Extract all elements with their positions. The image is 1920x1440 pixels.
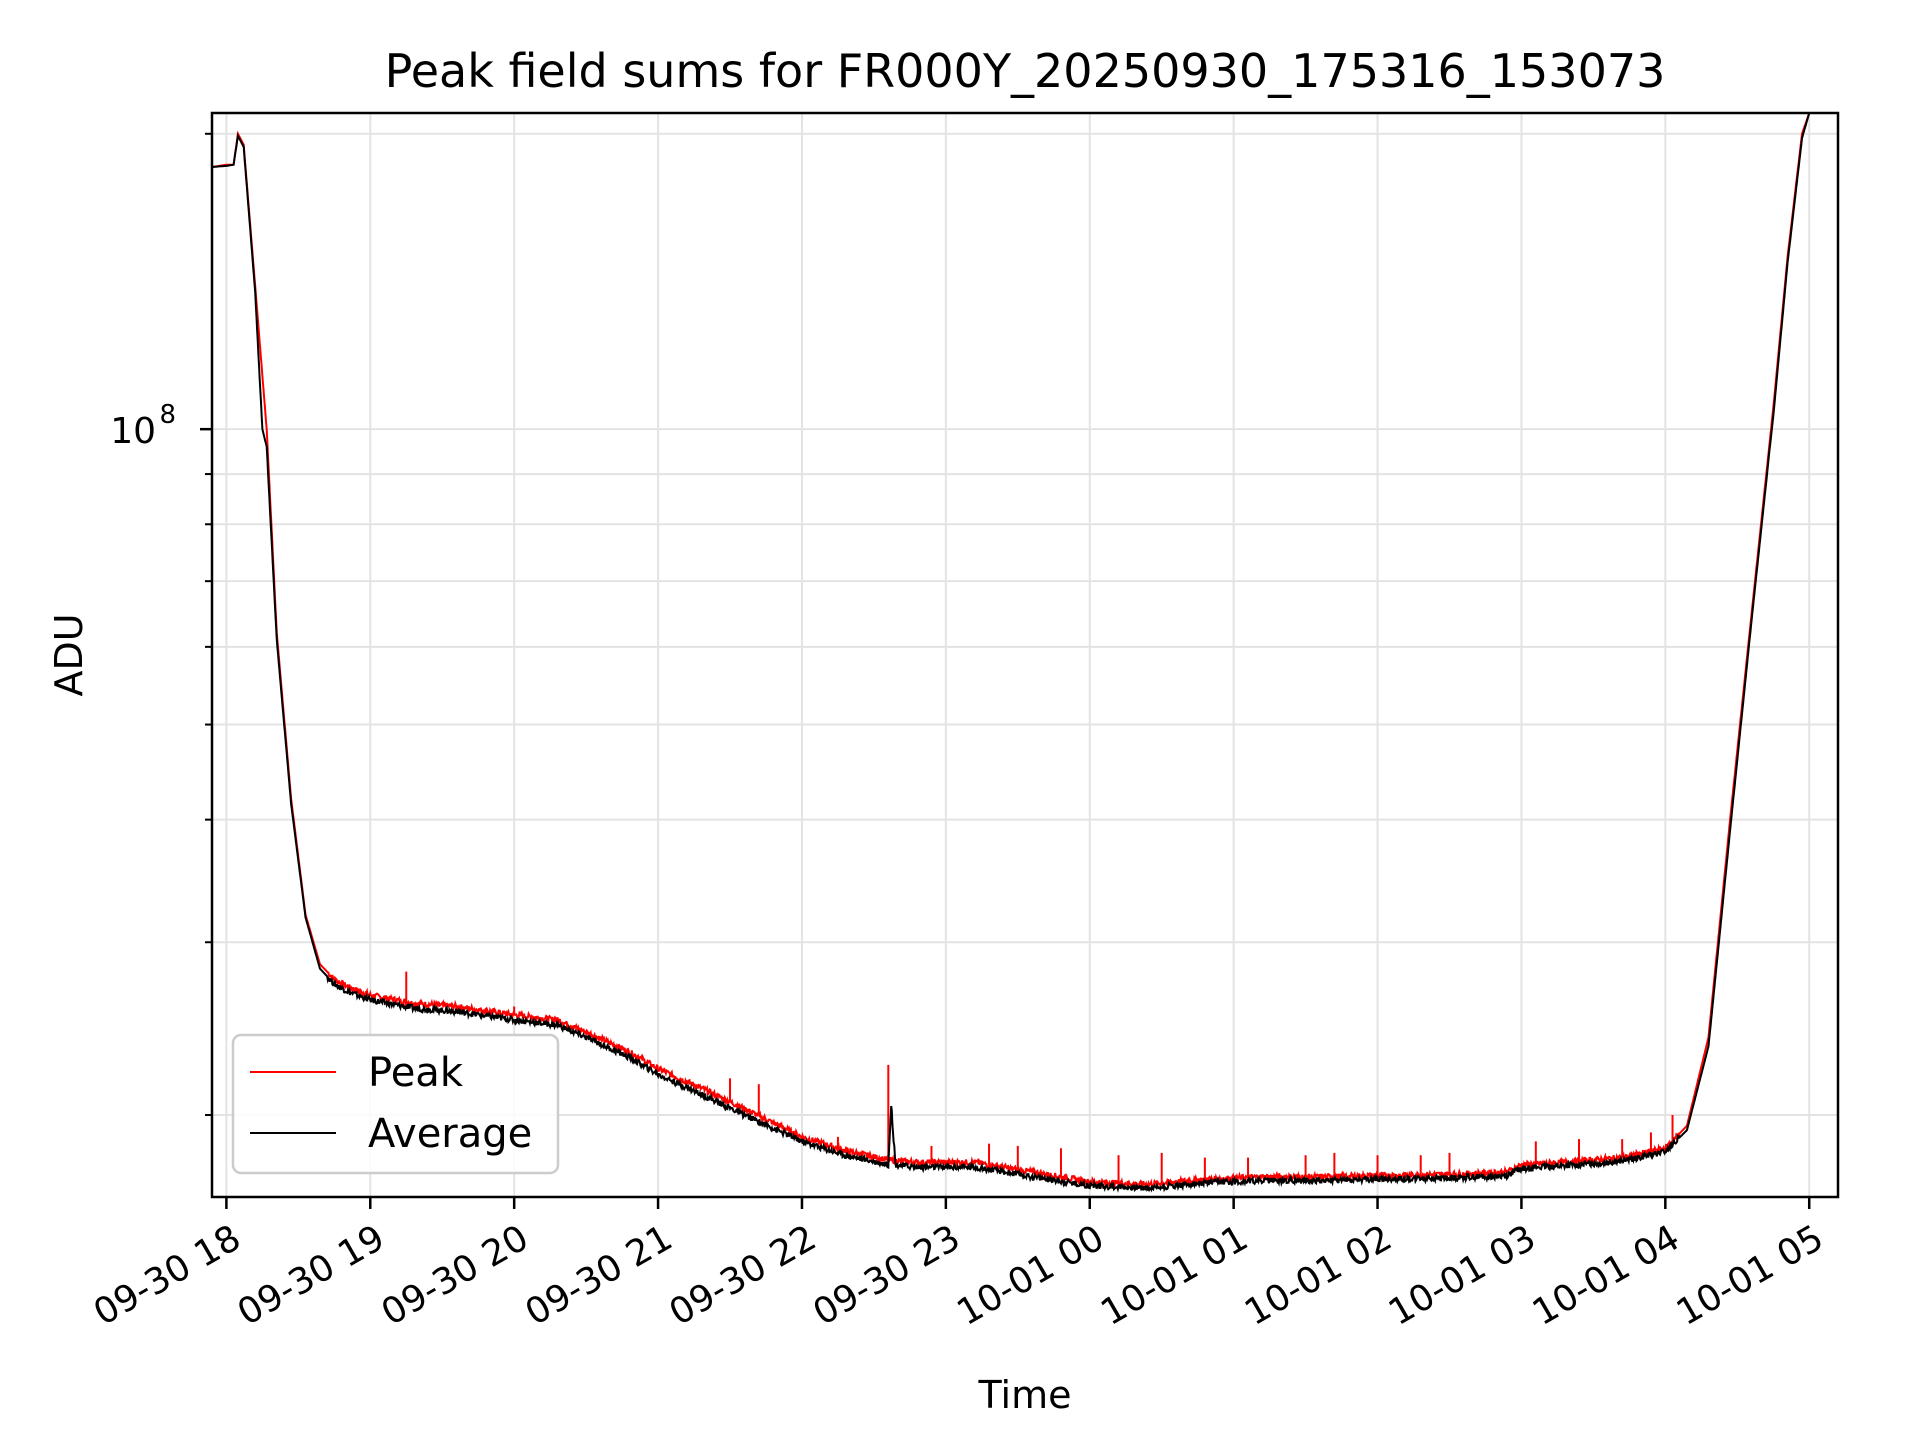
legend: Peak Average <box>231 1033 560 1175</box>
series-line-average <box>212 113 1811 1193</box>
y-tick-label: 10 <box>110 411 156 452</box>
plot-frame <box>210 111 1840 1199</box>
y-tick-label-exponent: 8 <box>159 400 176 430</box>
grid-lines <box>212 113 1838 1197</box>
legend-label-peak: Peak <box>368 1050 464 1096</box>
y-tick-label-base: 10 <box>110 411 156 452</box>
legend-box <box>231 1033 560 1175</box>
x-tick-label: 10-01 01 <box>1094 1217 1255 1333</box>
x-tick-label: 10-01 03 <box>1382 1217 1543 1333</box>
x-tick-label: 09-30 18 <box>87 1217 248 1333</box>
x-tick-label: 10-01 05 <box>1670 1217 1831 1333</box>
series-peak <box>212 113 1811 1191</box>
x-tick-label: 09-30 20 <box>375 1217 536 1333</box>
x-tick-label: 09-30 22 <box>663 1217 824 1333</box>
series-average <box>212 113 1811 1193</box>
y-axis-ticks: 10 8 <box>110 132 212 1117</box>
x-tick-label: 09-30 19 <box>231 1217 392 1333</box>
plot-series <box>212 113 1811 1193</box>
y-axis-label: ADU <box>47 613 91 696</box>
x-axis-label: Time <box>978 1373 1072 1417</box>
x-tick-label: 10-01 02 <box>1238 1217 1399 1333</box>
legend-label-average: Average <box>368 1111 532 1157</box>
series-line-peak <box>212 113 1811 1191</box>
x-tick-label: 09-30 21 <box>519 1217 680 1333</box>
x-tick-label: 10-01 00 <box>950 1217 1111 1333</box>
x-tick-label: 10-01 04 <box>1526 1217 1687 1333</box>
chart-title: Peak field sums for FR000Y_20250930_1753… <box>385 44 1666 98</box>
x-tick-label: 09-30 23 <box>806 1217 967 1333</box>
